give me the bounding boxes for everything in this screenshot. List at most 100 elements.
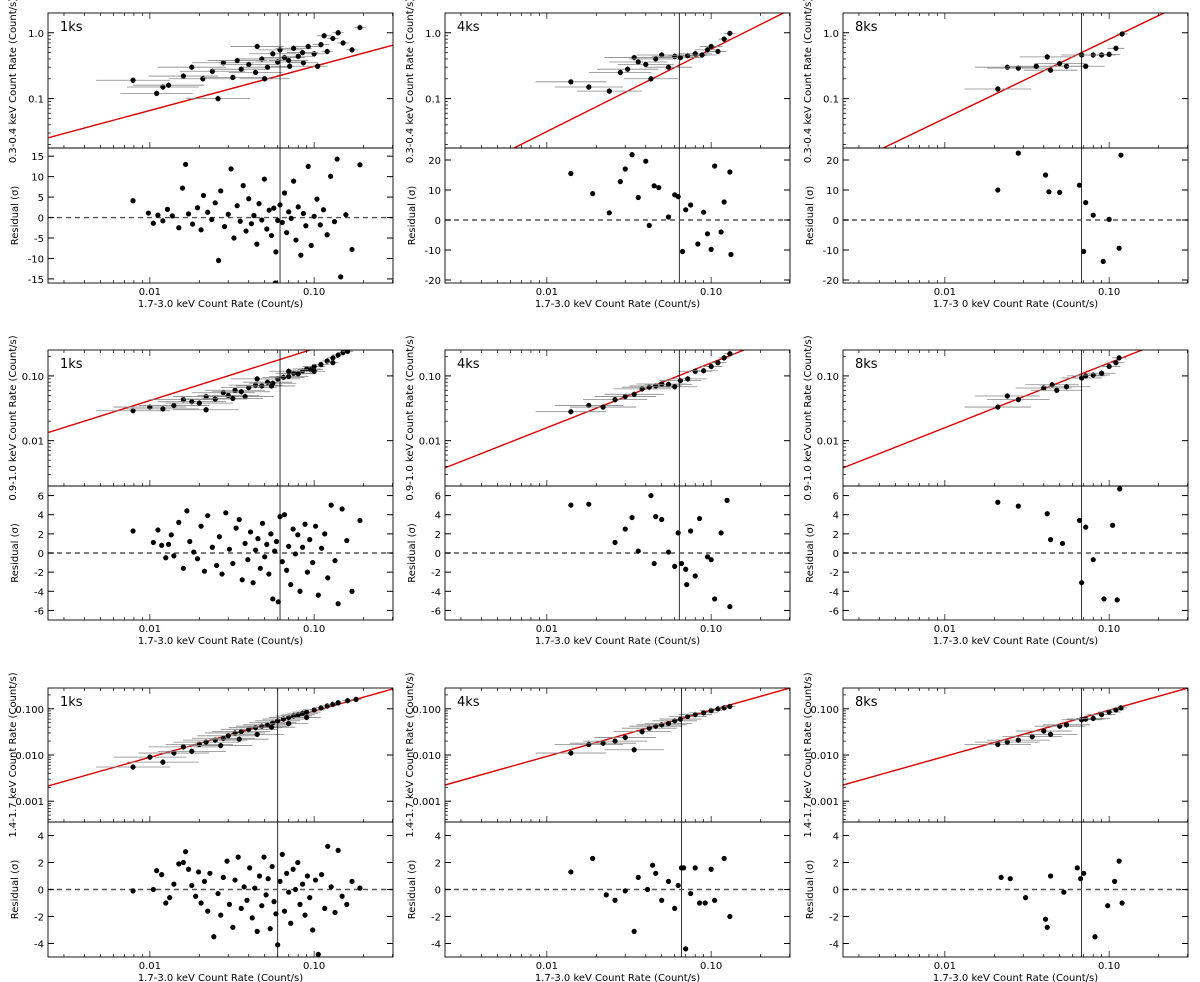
data-point [1116,355,1122,361]
x-tick-label: 0.01 [536,961,558,972]
x-tick-label: 0.10 [700,287,722,298]
res-tick-label: 4 [435,511,441,522]
residual-point [273,911,279,917]
res-tick-label: 0 [435,886,441,897]
data-point [1083,63,1089,69]
data-point [586,84,592,90]
data-point [995,741,1001,747]
residual-point [256,201,262,207]
data-point [218,742,224,749]
residual-point [612,897,618,903]
x-tick-label: 0.01 [934,624,956,635]
residual-point [712,596,718,602]
residual-point [606,210,612,216]
residual-point [286,209,292,215]
top-plot-area [48,24,393,139]
residual-point [675,194,681,200]
panel-label: 8ks [855,695,878,710]
residual-point [629,152,635,158]
data-point [1119,31,1125,37]
x-axis-label: 1.7-3.0 keV Count Rate (Count/s) [138,299,303,310]
x-tick-label: 0.01 [139,961,161,972]
residual-point [266,207,272,213]
data-point [259,723,265,729]
top-axes-frame [842,687,1189,823]
residual-point [718,229,724,235]
residual-point [226,546,233,552]
data-point [1004,393,1010,399]
residual-point [659,516,665,523]
y-tick-label: 0.1 [28,95,44,106]
residual-point [230,924,236,930]
residual-point [684,581,690,588]
x-tick-label: 0.01 [934,287,956,298]
top-axes-frame [47,349,394,487]
residual-point [712,897,718,903]
residual-point [292,886,299,893]
residual-point [317,222,323,228]
residual-point [277,878,283,885]
residual-point [672,905,678,912]
data-point [230,395,236,401]
residual-point [242,540,248,547]
residual-point [295,859,301,866]
data-point [1113,707,1119,713]
residual-point [1076,182,1083,188]
residual-point [307,895,313,901]
fit-line [881,13,1166,148]
residual-point [311,213,317,219]
data-point [1049,382,1055,388]
residual-point [568,869,574,875]
residual-point [269,863,275,870]
res-tick-label: 4 [833,832,839,843]
x-tick-label: 0.10 [303,624,325,635]
y-tick-label: 0.01 [419,437,441,448]
residual-point [195,869,202,875]
residual-axes-frame [47,147,394,284]
residual-point [207,870,213,876]
residual-plot-area [48,156,393,283]
data-point [600,404,606,410]
residual-point [339,893,345,899]
y-axis-label: 1.4-1.7 keV Count Rate (Count/s) [8,672,19,837]
data-point [685,376,691,382]
residual-point [263,892,269,898]
residual-point [297,901,303,907]
data-point [160,759,166,765]
residual-point [325,575,331,581]
residual-point [320,207,327,213]
y-axis-label: 1.4-1.7 keV Count Rate (Count/s) [405,672,416,837]
residual-point [271,205,277,211]
y-tick-label: 0.001 [15,797,44,808]
y-axis-label: 0.9-1.0 keV Count Rate (Count/s) [8,335,19,500]
res-tick-label: -6 [829,606,839,617]
data-point [232,730,238,736]
data-point [665,64,672,70]
residual-point [200,192,207,199]
data-point [268,724,275,730]
res-tick-label: 15 [31,152,44,163]
data-point [1004,64,1010,70]
data-point [315,63,321,69]
residual-point [1100,258,1106,264]
data-point [220,735,226,741]
residual-point [171,881,177,887]
residual-point [1007,876,1013,882]
res-tick-label: -4 [431,940,441,951]
res-tick-label: 20 [826,156,839,167]
top-axes-frame [444,349,791,487]
data-point [335,700,341,706]
res-tick-label: 20 [428,156,441,167]
data-point [715,360,721,366]
data-point [212,396,218,402]
residual-axis-label: Residual (σ) [407,523,418,583]
residual-point [1106,216,1112,222]
res-tick-label: -2 [829,568,839,579]
data-point [1004,739,1010,745]
residual-point [635,194,641,201]
residual-point [1083,200,1089,206]
residual-point [644,886,651,893]
residual-point [651,560,657,567]
y-tick-label: 1.0 [823,29,839,40]
